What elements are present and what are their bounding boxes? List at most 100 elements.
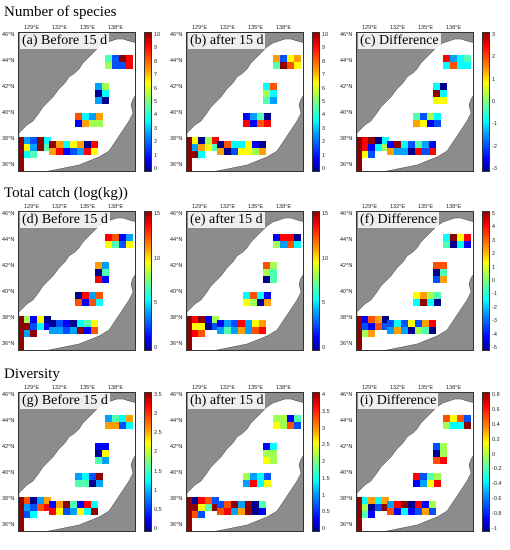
- grid-cell: [96, 480, 103, 487]
- grid-cell: [23, 144, 30, 151]
- grid-cell: [252, 327, 259, 334]
- grid-cell: [440, 450, 447, 457]
- grid-cell: [408, 141, 415, 148]
- grid-cell: [280, 422, 287, 429]
- panel-label: (e) after 15 d: [188, 212, 265, 228]
- colorbar-tick: 2: [154, 139, 158, 146]
- grid-cell: [191, 497, 198, 504]
- grid-cell: [191, 144, 198, 151]
- grid-cell: [84, 148, 91, 155]
- grid-cell: [238, 148, 245, 155]
- grid-cell: [212, 504, 219, 511]
- grid-cell: [231, 327, 238, 334]
- colorbar-tick: -2: [492, 143, 497, 150]
- colorbar-tick: 1: [322, 492, 326, 499]
- grid-cell: [30, 316, 37, 323]
- grid-cell: [63, 508, 70, 515]
- grid-cell: [270, 262, 277, 269]
- grid-cell: [394, 320, 401, 327]
- grid-cell: [270, 90, 277, 97]
- longitude-tick: 129°E: [24, 204, 40, 210]
- colorbar-tick: 4: [154, 112, 158, 119]
- grid-cell: [112, 62, 119, 69]
- grid-cell: [112, 415, 119, 422]
- colorbar-tick: 8: [322, 58, 326, 65]
- grid-cell: [105, 55, 112, 62]
- panel-label: (i) Difference: [358, 393, 439, 409]
- grid-cell: [413, 292, 420, 299]
- grid-cell: [443, 55, 450, 62]
- grid-cell: [368, 323, 375, 330]
- grid-cell: [443, 234, 450, 241]
- longitude-tick: 138°E: [276, 25, 292, 31]
- grid-cell: [433, 83, 440, 90]
- grid-cell: [375, 137, 382, 144]
- grid-cell: [102, 97, 109, 104]
- grid-cell: [191, 137, 198, 144]
- grid-cell: [433, 262, 440, 269]
- grid-cell: [264, 299, 271, 306]
- coastal-strip: [187, 137, 192, 171]
- latitude-tick: 42°N: [340, 444, 353, 450]
- map-svg: [19, 398, 135, 531]
- grid-cell: [119, 62, 126, 69]
- grid-cell: [457, 55, 464, 62]
- grid-cell: [91, 508, 98, 515]
- colorbar-tick: 2.5: [154, 430, 162, 437]
- grid-cell: [126, 415, 133, 422]
- panel-label: (g) Before 15 d: [20, 393, 110, 409]
- longitude-tick: 138°E: [108, 204, 124, 210]
- colorbar-tick: 2: [492, 54, 496, 61]
- grid-cell: [450, 241, 457, 248]
- map-area: [18, 32, 136, 172]
- grid-cell: [198, 316, 205, 323]
- grid-cell: [375, 144, 382, 151]
- grid-cell: [413, 120, 420, 127]
- grid-cell: [84, 501, 91, 508]
- grid-cell: [105, 241, 112, 248]
- grid-cell: [361, 497, 368, 504]
- grid-cell: [280, 241, 287, 248]
- grid-cell: [263, 83, 270, 90]
- grid-cell: [112, 55, 119, 62]
- colorbar-tick: 9: [154, 45, 158, 52]
- grid-cell: [415, 141, 422, 148]
- colorbar-tick: 4: [322, 392, 326, 398]
- grid-cell: [75, 113, 82, 120]
- grid-cell: [433, 276, 440, 283]
- grid-cell: [257, 480, 264, 487]
- grid-cell: [30, 504, 37, 511]
- colorbar-tick: 3.5: [154, 392, 162, 398]
- grid-cell: [457, 241, 464, 248]
- colorbar-tick: 3: [322, 425, 326, 432]
- colorbar-tick: -0.6: [492, 496, 502, 503]
- colorbar-tick: -0.8: [492, 511, 502, 518]
- grid-cell: [382, 316, 389, 323]
- colorbar-tick: 6: [322, 85, 326, 92]
- latitude-tick: 42°N: [340, 84, 353, 90]
- grid-cell: [433, 97, 440, 104]
- latitude-tick: 38°N: [340, 496, 353, 502]
- grid-cell: [245, 141, 252, 148]
- latitude-tick: 44°N: [170, 58, 183, 64]
- grid-cell: [70, 327, 77, 334]
- grid-cell: [96, 473, 103, 480]
- grid-cell: [273, 241, 280, 248]
- latitude-tick: 36°N: [170, 341, 183, 347]
- latitude-tick: 44°N: [170, 418, 183, 424]
- latitude-tick: 38°N: [340, 136, 353, 142]
- colorbar-tick: 0: [492, 451, 496, 458]
- colorbar-tick: -0.4: [492, 481, 502, 488]
- grid-cell: [387, 327, 394, 334]
- grid-cell: [30, 137, 37, 144]
- grid-cell: [433, 457, 440, 464]
- grid-cell: [280, 234, 287, 241]
- grid-cell: [63, 141, 70, 148]
- map-svg: [357, 38, 473, 171]
- grid-cell: [387, 501, 394, 508]
- grid-cell: [224, 148, 231, 155]
- latitude-tick: 46°N: [340, 32, 353, 38]
- grid-cell: [429, 320, 436, 327]
- grid-cell: [231, 320, 238, 327]
- grid-cell: [84, 508, 91, 515]
